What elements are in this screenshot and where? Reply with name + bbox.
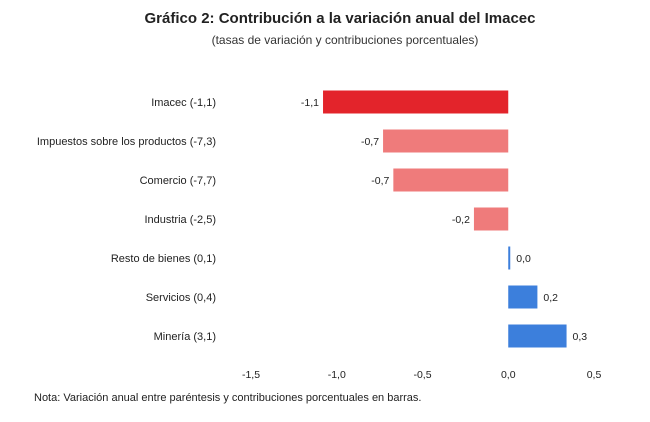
bar — [508, 285, 538, 309]
category-label: Comercio (-7,7) — [140, 175, 216, 187]
x-tick-label: 0,5 — [587, 369, 602, 381]
data-label: 0,3 — [573, 331, 588, 343]
chart-subtitle: (tasas de variación y contribuciones por… — [211, 33, 479, 47]
x-tick-label: 0,0 — [501, 369, 516, 381]
bar — [473, 207, 509, 231]
bar — [393, 168, 509, 192]
data-label: -1,1 — [301, 97, 319, 109]
chart-note: Nota: Variación anual entre paréntesis y… — [34, 392, 422, 404]
data-label: -0,7 — [361, 136, 379, 148]
x-tick-label: -1,5 — [242, 369, 260, 381]
data-label: -0,7 — [371, 175, 389, 187]
category-label: Impuestos sobre los productos (-7,3) — [37, 136, 216, 148]
chart-title: Gráfico 2: Contribución a la variación a… — [144, 10, 536, 27]
bar — [323, 90, 509, 114]
bar — [383, 129, 509, 153]
category-label: Imacec (-1,1) — [151, 97, 216, 109]
data-label: -0,2 — [452, 214, 470, 226]
data-label: 0,0 — [516, 253, 531, 265]
data-label: 0,2 — [543, 292, 558, 304]
category-label: Resto de bienes (0,1) — [111, 253, 216, 265]
x-tick-label: -0,5 — [413, 369, 431, 381]
bar — [508, 246, 511, 270]
x-tick-label: -1,0 — [328, 369, 346, 381]
bar — [508, 324, 567, 348]
category-label: Servicios (0,4) — [146, 292, 216, 304]
category-label: Minería (3,1) — [154, 331, 216, 343]
category-label: Industria (-2,5) — [144, 214, 216, 226]
